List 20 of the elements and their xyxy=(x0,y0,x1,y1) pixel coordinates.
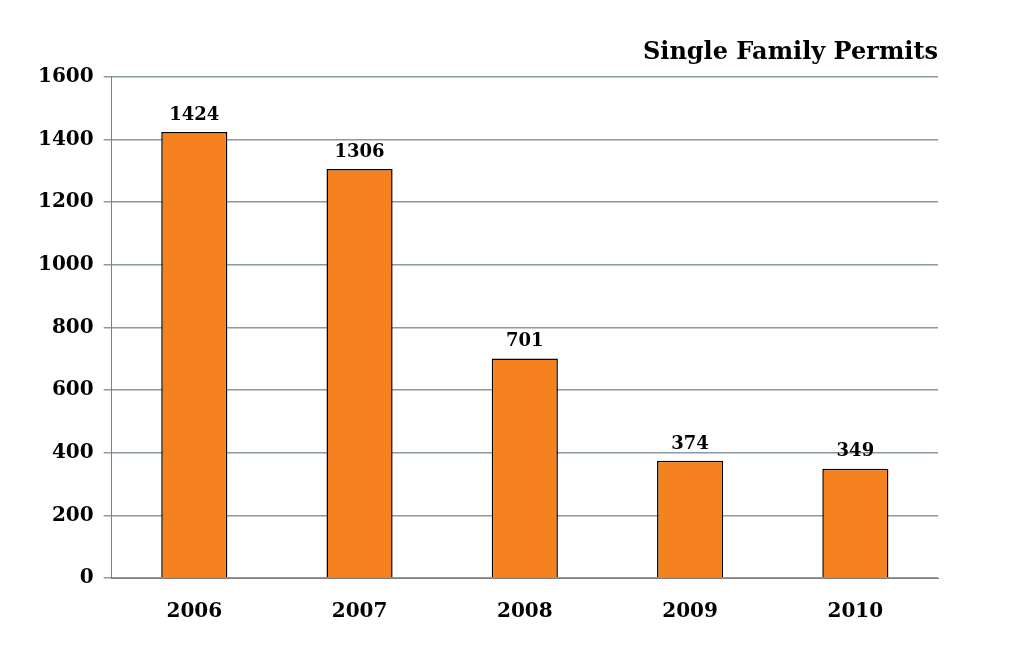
y-tick-label: 200 xyxy=(51,501,94,526)
x-tick-label: 2007 xyxy=(331,598,388,623)
y-tick-label: 1200 xyxy=(37,188,94,213)
x-tick-label: 2009 xyxy=(662,598,718,623)
y-tick-label: 1000 xyxy=(37,250,94,275)
data-label: 349 xyxy=(836,439,875,461)
data-label: 1306 xyxy=(334,139,385,161)
y-tick-label: 800 xyxy=(51,313,94,338)
y-tick-label: 0 xyxy=(79,564,94,589)
y-tick-label: 400 xyxy=(51,438,94,463)
data-label: 1424 xyxy=(169,102,220,124)
y-tick-label: 1600 xyxy=(37,63,94,87)
x-tick-label: 2006 xyxy=(166,598,223,623)
x-tick-label: 2010 xyxy=(827,598,884,623)
chart-title: Single Family Permits xyxy=(642,35,938,65)
data-label: 374 xyxy=(671,431,709,453)
data-label: 701 xyxy=(506,329,544,351)
y-tick-label: 1400 xyxy=(37,125,94,150)
x-tick-label: 2008 xyxy=(497,598,553,623)
y-tick-label: 600 xyxy=(51,376,94,401)
